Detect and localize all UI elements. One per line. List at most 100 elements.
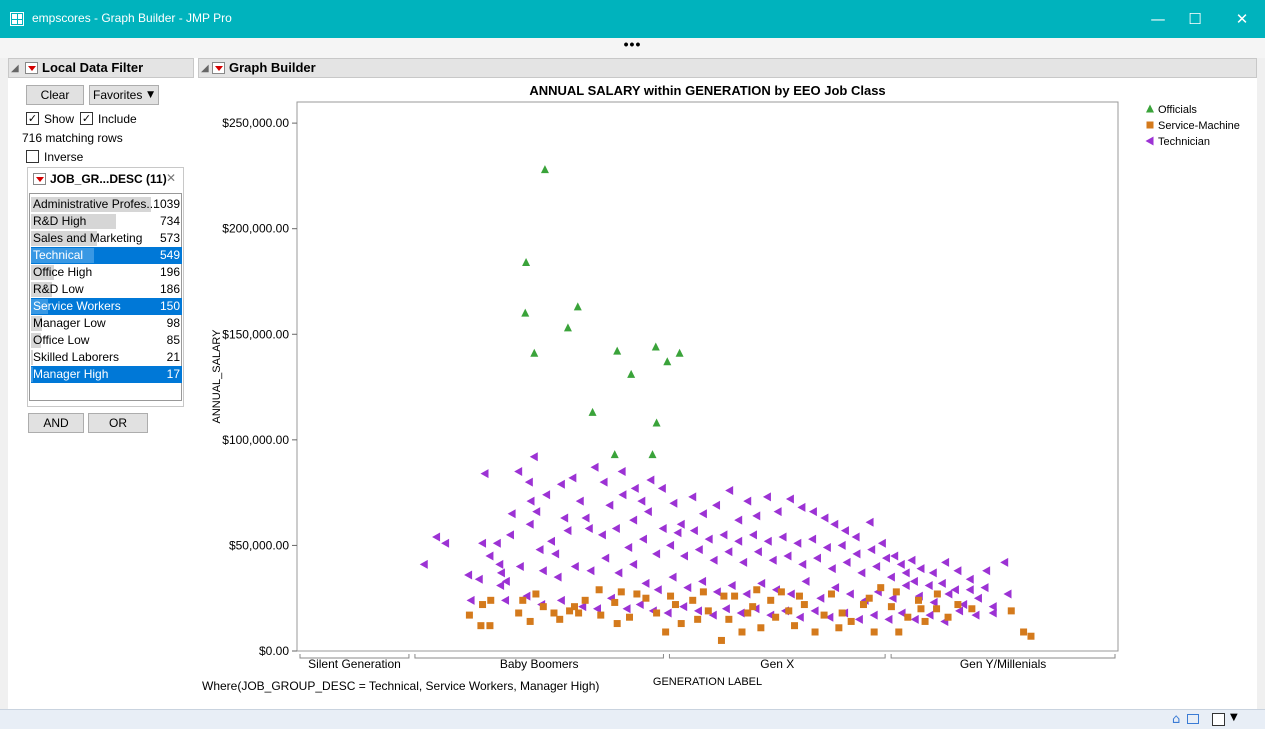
data-point-technician xyxy=(840,526,849,536)
filter-item-label: Skilled Laborers xyxy=(33,350,120,364)
data-point-technician xyxy=(762,492,771,502)
chevron-down-icon[interactable]: ▼ xyxy=(1230,712,1238,723)
clear-button[interactable]: Clear xyxy=(26,85,84,105)
data-point-technician xyxy=(797,502,806,512)
data-point-technician xyxy=(570,562,579,572)
y-tick-label: $50,000.00 xyxy=(229,538,289,552)
data-point-technician xyxy=(982,566,991,576)
filter-list-item[interactable]: R&D Low 186 xyxy=(31,281,182,298)
filter-list-item[interactable]: Sales and Marketing 573 xyxy=(31,230,182,247)
data-point-technician xyxy=(478,538,487,548)
filter-item-count: 186 xyxy=(159,282,180,296)
data-point-technician xyxy=(748,530,757,540)
data-point-service-machine xyxy=(933,590,941,598)
selection-toggle-icon[interactable] xyxy=(1212,713,1225,726)
data-point-technician xyxy=(712,500,721,510)
data-point-technician xyxy=(929,597,938,607)
table-icon[interactable] xyxy=(1187,714,1199,724)
data-point-technician xyxy=(884,614,893,624)
data-point-technician xyxy=(584,524,593,534)
data-point-service-machine xyxy=(526,617,534,625)
x-category-bracket xyxy=(668,654,886,659)
filter-list-item[interactable]: Skilled Laborers 21 xyxy=(31,349,182,366)
data-point-service-machine xyxy=(877,584,885,592)
filter-item-count: 573 xyxy=(159,231,180,245)
data-point-technician xyxy=(590,462,599,472)
data-point-technician xyxy=(937,578,946,588)
filter-list-item[interactable]: Technical 549 xyxy=(31,247,182,264)
or-button[interactable]: OR xyxy=(88,413,148,433)
filter-item-label: Technical xyxy=(33,248,84,262)
data-point-technician xyxy=(888,593,897,603)
data-point-technician xyxy=(635,600,644,610)
data-point-service-machine xyxy=(662,628,670,636)
filter-list-item[interactable]: Administrative Profes... 1039 xyxy=(31,196,182,213)
data-point-technician xyxy=(786,589,795,599)
data-point-technician xyxy=(955,606,964,616)
data-point-technician xyxy=(592,604,601,614)
filter-list-item[interactable]: Service Workers 150 xyxy=(31,298,182,315)
filter-list-item[interactable]: Manager Low 98 xyxy=(31,315,182,332)
home-icon[interactable]: ⌂ xyxy=(1172,712,1181,727)
data-point-service-machine xyxy=(731,592,739,600)
red-triangle-menu-icon[interactable] xyxy=(212,62,225,74)
data-point-service-machine xyxy=(479,601,487,609)
y-tick-label: $250,000.00 xyxy=(222,116,289,130)
data-point-technician xyxy=(693,606,702,616)
data-point-technician xyxy=(542,490,551,500)
data-point-technician xyxy=(727,581,736,591)
data-point-service-machine xyxy=(617,588,625,596)
disclosure-icon[interactable]: ◢ xyxy=(201,63,209,74)
filter-list-item[interactable]: Manager High 17 xyxy=(31,366,182,383)
close-button[interactable]: ✕ xyxy=(1235,10,1249,28)
data-point-service-machine xyxy=(791,622,799,630)
frequency-bar xyxy=(31,316,42,331)
include-checkbox[interactable]: ✓ xyxy=(80,112,93,125)
data-point-technician xyxy=(532,507,541,517)
data-point-technician xyxy=(657,483,666,493)
filter-list-item[interactable]: R&D High 734 xyxy=(31,213,182,230)
data-point-technician xyxy=(673,528,682,538)
data-point-officials xyxy=(540,165,549,174)
data-point-technician xyxy=(950,585,959,595)
frequency-bar xyxy=(31,197,151,212)
data-point-technician xyxy=(586,566,595,576)
data-point-technician xyxy=(1000,557,1009,567)
maximize-button[interactable]: ☐ xyxy=(1188,10,1202,28)
red-triangle-menu-icon[interactable] xyxy=(25,62,38,74)
filter-list-item[interactable]: Office High 196 xyxy=(31,264,182,281)
data-point-technician xyxy=(578,602,587,612)
x-axis-label: GENERATION LABEL xyxy=(653,676,762,688)
red-triangle-menu-icon[interactable] xyxy=(33,173,46,185)
inverse-checkbox[interactable] xyxy=(26,150,39,163)
data-point-technician xyxy=(916,564,925,574)
data-point-technician xyxy=(708,610,717,620)
data-point-technician xyxy=(568,473,577,483)
data-point-service-machine xyxy=(717,636,725,644)
graph-builder-header[interactable]: ◢ Graph Builder xyxy=(198,58,1257,78)
data-point-service-machine xyxy=(785,607,793,615)
data-point-service-machine xyxy=(1007,607,1015,615)
filter-value-list[interactable]: Administrative Profes... 1039 R&D High 734 S… xyxy=(29,193,182,401)
filter-item-label: Office High xyxy=(33,265,93,279)
data-point-technician xyxy=(827,564,836,574)
local-data-filter-header[interactable]: ◢ Local Data Filter xyxy=(8,58,194,78)
data-point-service-machine xyxy=(795,592,803,600)
toolbar-expander[interactable]: ••• xyxy=(0,37,1265,58)
favorites-dropdown[interactable]: Favorites ▼ xyxy=(89,85,159,105)
data-point-service-machine xyxy=(725,615,733,623)
filter-list-item[interactable]: Office Low 85 xyxy=(31,332,182,349)
data-point-technician xyxy=(492,538,501,548)
data-point-technician xyxy=(881,553,890,563)
data-point-technician xyxy=(495,559,504,569)
minimize-button[interactable]: — xyxy=(1150,10,1166,28)
filter-item-label: Manager Low xyxy=(33,316,106,330)
close-icon[interactable]: ✕ xyxy=(166,171,177,185)
show-checkbox[interactable]: ✓ xyxy=(26,112,39,125)
data-point-technician xyxy=(646,475,655,485)
legend-marker xyxy=(1146,121,1154,129)
and-button[interactable]: AND xyxy=(28,413,84,433)
disclosure-icon[interactable]: ◢ xyxy=(11,63,19,74)
data-point-technician xyxy=(897,608,906,618)
data-point-technician xyxy=(556,479,565,489)
